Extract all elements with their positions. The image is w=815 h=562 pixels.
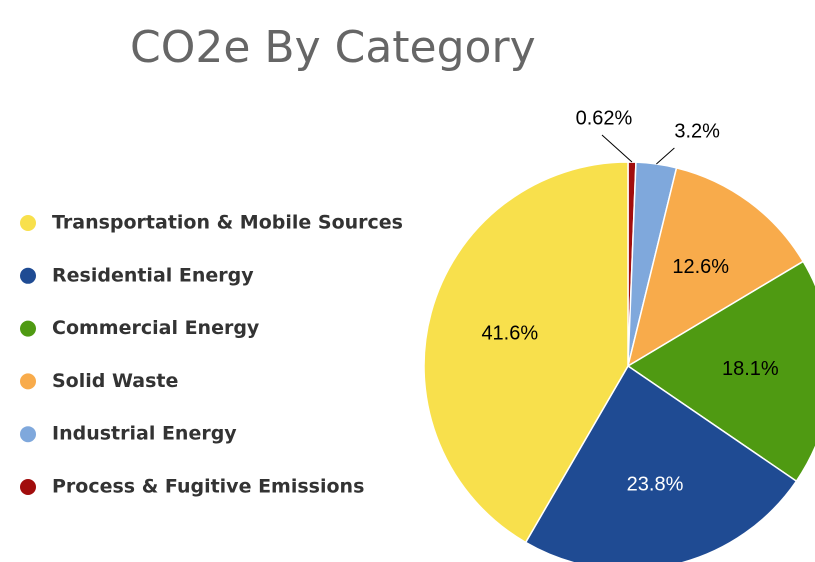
pie-slice	[524, 364, 798, 562]
legend-marker	[20, 267, 36, 284]
leader-line	[656, 147, 675, 165]
legend-label: Solid Waste	[52, 370, 178, 392]
legend-marker	[20, 426, 36, 443]
data-label: 23.8%	[627, 474, 684, 496]
legend-label: Industrial Energy	[52, 423, 237, 445]
data-label: 12.6%	[672, 256, 729, 278]
legend-marker	[20, 373, 36, 390]
legend-marker	[20, 320, 36, 337]
legend-label: Process & Fugitive Emissions	[52, 476, 364, 498]
pie-slice	[626, 166, 805, 368]
data-label: 0.62%	[576, 107, 633, 129]
pie-slice	[626, 260, 815, 483]
data-label: 3.2%	[674, 120, 720, 142]
legend-label: Residential Energy	[52, 264, 254, 286]
legend-marker	[20, 479, 36, 495]
leader-line	[601, 134, 633, 163]
legend-label: Commercial Energy	[52, 317, 260, 339]
data-label: 18.1%	[722, 358, 779, 380]
legend-marker	[20, 215, 36, 231]
pie-slice	[423, 161, 629, 544]
chart-title: CO2e By Category	[130, 22, 536, 73]
legend-label: Transportation & Mobile Sources	[52, 212, 403, 234]
data-label: 41.6%	[481, 322, 538, 344]
